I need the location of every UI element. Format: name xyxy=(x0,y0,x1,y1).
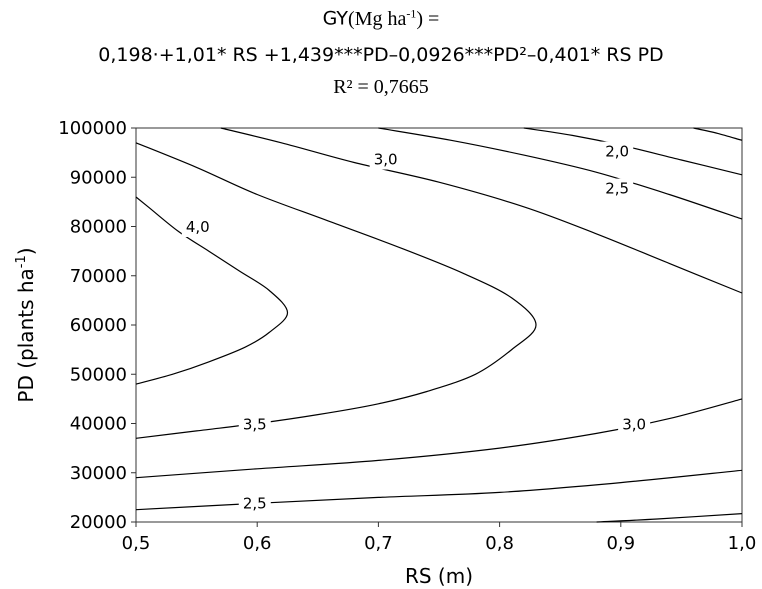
y-tick-label: 60000 xyxy=(70,315,127,336)
chart-title-line1: GY(Mg ha-1) = xyxy=(0,6,762,31)
contour-line-0 xyxy=(135,196,289,385)
chart-title-r2: R² = 0,7665 xyxy=(333,76,429,98)
x-tick-label: 0,5 xyxy=(122,533,151,554)
x-tick-label: 0,8 xyxy=(485,533,514,554)
contour-label-3: 2,5 xyxy=(605,180,629,198)
x-tick-label: 0,6 xyxy=(243,533,272,554)
contour-label-4: 3,5 xyxy=(243,415,267,433)
contour-label-bg xyxy=(369,149,402,170)
y-axis-ticks: 20000 30000 40000 50000 60000 70000 80000 90000… xyxy=(58,118,136,533)
contour-line-8 xyxy=(693,127,743,141)
contour-lines xyxy=(135,127,743,523)
y-tick-label: 70000 xyxy=(70,266,127,287)
x-axis-label: RS (m) xyxy=(405,564,473,588)
y-tick-label: 30000 xyxy=(70,463,127,484)
contour-label-1: 3,0 xyxy=(374,151,398,169)
title-gy: GY xyxy=(322,7,349,30)
contour-label-bg xyxy=(601,178,634,199)
contour-label-bg xyxy=(601,141,634,162)
contour-label-bg xyxy=(238,414,271,435)
contour-label-0: 4,0 xyxy=(186,218,210,236)
y-tick-label: 40000 xyxy=(70,414,127,435)
y-tick-label: 50000 xyxy=(70,364,127,385)
contour-line-2 xyxy=(135,398,743,479)
contour-label-2: 2,0 xyxy=(605,143,629,161)
y-tick-label: 90000 xyxy=(70,167,127,188)
x-tick-label: 1,0 xyxy=(728,533,757,554)
contour-labels: 4,0 3,0 2,0 2,5 3,5 3,0 2,5 xyxy=(181,141,651,514)
contour-line-4 xyxy=(135,469,743,511)
title-unit: (Mg ha-1) = xyxy=(348,6,440,30)
contour-label-bg xyxy=(238,493,271,514)
contour-line-5 xyxy=(378,127,743,220)
contour-line-1 xyxy=(135,142,537,439)
contour-label-6: 2,5 xyxy=(243,494,267,512)
x-tick-label: 0,9 xyxy=(606,533,635,554)
contour-label-bg xyxy=(618,414,651,435)
y-tick-label: 80000 xyxy=(70,217,127,238)
y-axis-label: PD (plants ha-1) xyxy=(14,247,38,402)
contour-label-5: 3,0 xyxy=(622,415,646,433)
x-tick-label: 0,7 xyxy=(364,533,393,554)
plot-frame xyxy=(135,127,743,523)
contour-label-bg xyxy=(181,216,214,237)
contour-line-3 xyxy=(220,127,743,294)
y-tick-label: 20000 xyxy=(70,512,127,533)
x-axis-ticks: 0,5 0,6 0,7 0,8 0,9 1,0 xyxy=(122,522,757,554)
contour-line-7 xyxy=(596,513,743,523)
y-tick-label: 100000 xyxy=(58,118,127,139)
chart-title-equation: 0,198·+1,01* RS +1,439***PD–0,0926***PD²… xyxy=(98,44,664,66)
